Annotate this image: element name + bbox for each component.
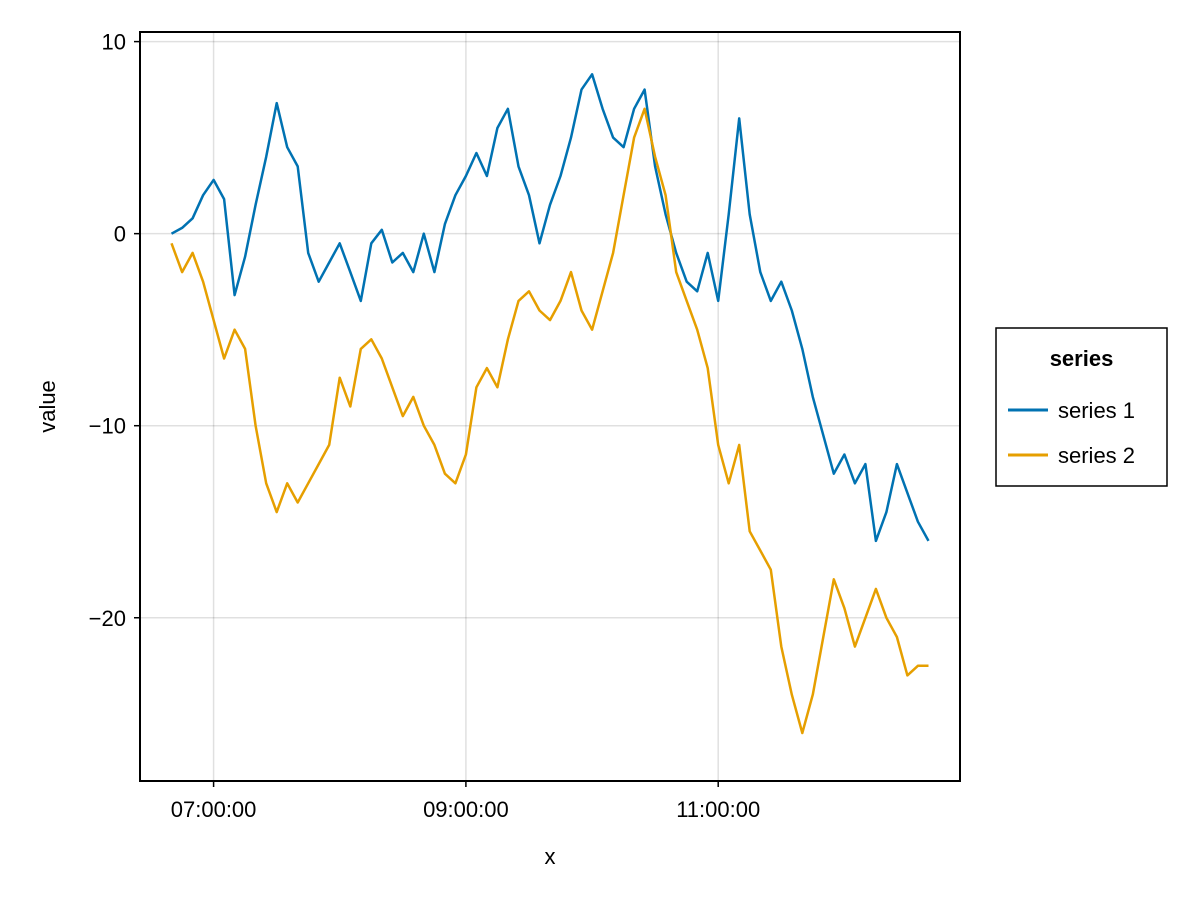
series-layer xyxy=(170,73,930,735)
y-tick-label: −20 xyxy=(89,606,126,631)
x-tick-label: 09:00:00 xyxy=(423,797,509,822)
legend-title: series xyxy=(1050,346,1114,371)
series-line-2 xyxy=(170,107,929,735)
y-axis-label: value xyxy=(35,380,60,433)
y-tick-label: 0 xyxy=(114,222,126,247)
x-tick-label: 07:00:00 xyxy=(171,797,257,822)
y-tick-label: 10 xyxy=(102,30,126,55)
y-tick-label: −10 xyxy=(89,414,126,439)
legend-label: series 1 xyxy=(1058,398,1135,423)
x-tick-label: 11:00:00 xyxy=(676,797,760,822)
legend-box xyxy=(995,327,1168,487)
legend-label: series 2 xyxy=(1058,443,1135,468)
legend: series series 1 series 2 xyxy=(995,327,1168,487)
legend-items: series 1 series 2 xyxy=(1008,398,1135,468)
grid-layer xyxy=(140,32,960,781)
plot-frame xyxy=(139,31,961,782)
series-line-1 xyxy=(170,73,930,543)
x-axis-label: x xyxy=(545,844,556,869)
tick-layer: 07:00:00 09:00:00 11:00:00 10 0 −10 −20 xyxy=(89,30,761,822)
